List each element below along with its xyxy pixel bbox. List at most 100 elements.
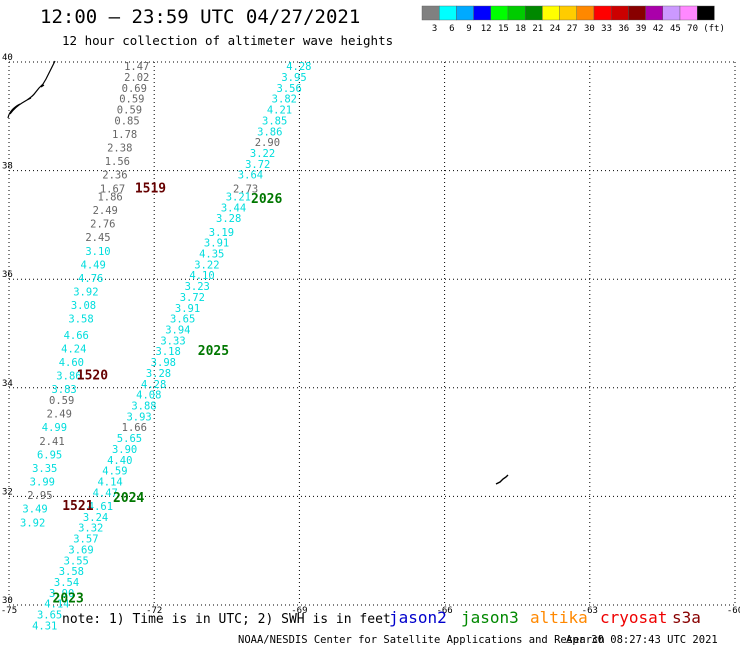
legend-label: 36 bbox=[618, 24, 629, 34]
wave-height-value: 3.88 bbox=[131, 401, 156, 413]
wave-height-value: 3.21 bbox=[226, 191, 251, 203]
wave-height-value: 3.86 bbox=[56, 371, 81, 383]
wave-height-value: 5.65 bbox=[117, 433, 142, 445]
wave-height-value: 3.82 bbox=[272, 94, 297, 106]
footer-note: note: 1) Time is in UTC; 2) SWH is in fe… bbox=[62, 612, 391, 627]
credit-text: NOAA/NESDIS Center for Satellite Applica… bbox=[238, 634, 605, 646]
wave-height-value: 4.60 bbox=[59, 357, 84, 369]
wave-height-value: 3.55 bbox=[64, 555, 89, 567]
wave-height-value: 1.78 bbox=[112, 129, 137, 141]
wave-height-value: 3.95 bbox=[281, 72, 306, 84]
wave-height-value: 3.22 bbox=[194, 259, 219, 271]
wave-height-value: 0.59 bbox=[117, 105, 142, 117]
wave-height-value: 3.35 bbox=[32, 463, 57, 475]
wave-height-value: 4.08 bbox=[136, 390, 161, 402]
wave-height-value: 4.99 bbox=[42, 422, 67, 434]
wave-height-value: 1.67 bbox=[100, 183, 125, 195]
wave-height-value: 4.61 bbox=[88, 501, 113, 513]
legend-label: 3 bbox=[432, 24, 437, 34]
wave-height-value: 4.35 bbox=[199, 248, 224, 260]
wave-height-value: 3.22 bbox=[250, 148, 275, 160]
wave-height-value: 3.93 bbox=[126, 411, 151, 423]
legend-label: 21 bbox=[532, 24, 543, 34]
wave-height-value: 3.33 bbox=[160, 335, 185, 347]
lat-tick-label: 38 bbox=[2, 162, 13, 172]
wave-height-value: 4.31 bbox=[32, 620, 57, 632]
wave-height-value: 3.98 bbox=[151, 357, 176, 369]
wave-height-value: 4.49 bbox=[81, 259, 106, 271]
wave-height-value: 4.59 bbox=[102, 466, 127, 478]
satellite-altika-label: altika bbox=[530, 608, 588, 627]
wave-height-value: 3.83 bbox=[51, 384, 76, 396]
wave-height-value: 3.23 bbox=[185, 281, 210, 293]
legend-swatch bbox=[697, 5, 715, 21]
wave-height-value: 1.86 bbox=[97, 191, 122, 203]
page-subtitle: 12 hour collection of altimeter wave hei… bbox=[62, 33, 394, 48]
wave-height-value: 4.10 bbox=[189, 270, 214, 282]
pass-number-label: 2026 bbox=[251, 192, 282, 207]
pass-number-label: 1520 bbox=[77, 369, 108, 384]
wave-height-value: 2.36 bbox=[102, 170, 127, 182]
legend-label: 27 bbox=[567, 24, 578, 34]
wave-height-value: 3.56 bbox=[277, 83, 302, 95]
lat-tick-label: 34 bbox=[2, 379, 13, 389]
lon-tick-label: -60 bbox=[727, 606, 740, 616]
wave-height-value: 3.58 bbox=[68, 314, 93, 326]
wave-height-value: 2.45 bbox=[85, 232, 110, 244]
wave-height-value: 3.49 bbox=[22, 504, 47, 516]
wave-height-value: 2.90 bbox=[255, 137, 280, 149]
wave-height-value: 2.76 bbox=[90, 219, 115, 231]
lon-tick-label: -63 bbox=[582, 606, 598, 616]
wave-height-value: 0.85 bbox=[114, 115, 139, 127]
wave-height-value: 0.59 bbox=[119, 94, 144, 106]
pass-number-label: 2025 bbox=[198, 344, 229, 359]
wave-height-value: 3.19 bbox=[209, 227, 234, 239]
wave-height-value: 0.69 bbox=[122, 83, 147, 95]
wave-height-value: 3.18 bbox=[156, 346, 181, 358]
wave-height-value: 1.47 bbox=[124, 61, 149, 73]
legend-label: 39 bbox=[636, 24, 647, 34]
wave-height-value: 4.14 bbox=[44, 599, 69, 611]
wave-height-value: 6.95 bbox=[37, 449, 62, 461]
pass-number-label: 2024 bbox=[113, 491, 144, 506]
color-legend: 3 6 9 12 15 18 21 24 27 30 33 36 39 42 45 70 (ft) bbox=[421, 5, 725, 34]
wave-height-value: 2.95 bbox=[27, 490, 52, 502]
wave-height-value: 3.91 bbox=[175, 303, 200, 315]
legend-label: 15 bbox=[498, 24, 509, 34]
page-title: 12:00 – 23:59 UTC 04/27/2021 bbox=[40, 6, 361, 28]
legend-label: 24 bbox=[550, 24, 561, 34]
wave-height-value: 4.28 bbox=[141, 379, 166, 391]
lon-tick-label: -66 bbox=[436, 606, 452, 616]
legend-label: 30 bbox=[584, 24, 595, 34]
lat-tick-label: 40 bbox=[2, 53, 13, 63]
wave-height-value: 3.57 bbox=[73, 534, 98, 546]
satellite-s3a-label: s3a bbox=[672, 608, 701, 627]
wave-height-value: 3.58 bbox=[59, 566, 84, 578]
wave-height-value: 3.64 bbox=[238, 170, 263, 182]
satellite-jason2-label: jason2 bbox=[389, 608, 447, 627]
wave-height-value: 3.69 bbox=[68, 544, 93, 556]
wave-height-value: 3.92 bbox=[20, 517, 45, 529]
satellite-jason3-label: jason3 bbox=[461, 608, 519, 627]
wave-height-value: 2.41 bbox=[39, 436, 64, 448]
legend-label: 70 bbox=[687, 24, 698, 34]
pass-number-label: 2023 bbox=[53, 591, 84, 606]
wave-height-value: 3.86 bbox=[257, 126, 282, 138]
generated-timestamp: Apr 30 08:27:43 UTC 2021 bbox=[566, 634, 718, 646]
lat-tick-label: 30 bbox=[2, 596, 13, 606]
wave-height-value: 3.72 bbox=[245, 159, 270, 171]
wave-height-value: 3.94 bbox=[165, 325, 190, 337]
wave-height-value: 4.76 bbox=[78, 273, 103, 285]
wave-height-value: 3.10 bbox=[85, 246, 110, 258]
wave-height-value: 3.72 bbox=[180, 292, 205, 304]
wave-height-value: 2.02 bbox=[124, 72, 149, 84]
legend-label: 18 bbox=[515, 24, 526, 34]
legend-label: 45 bbox=[670, 24, 681, 34]
pass-number-label: 1521 bbox=[62, 499, 93, 514]
wave-height-value: 3.85 bbox=[262, 115, 287, 127]
bermuda-island bbox=[495, 474, 509, 485]
wave-height-value: 3.92 bbox=[73, 286, 98, 298]
wave-height-value: 4.21 bbox=[267, 105, 292, 117]
wave-height-value: 4.47 bbox=[93, 487, 118, 499]
